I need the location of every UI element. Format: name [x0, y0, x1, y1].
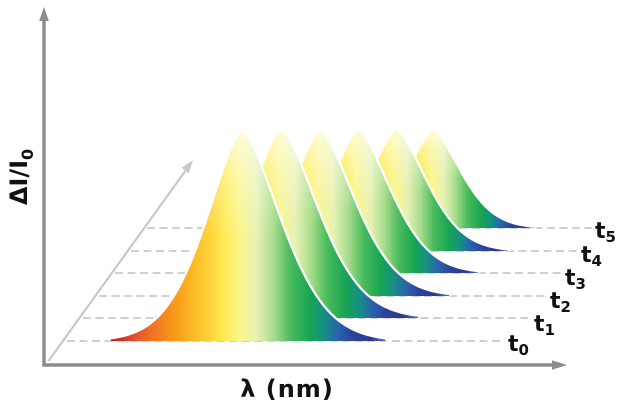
time-label-t0: t0 [508, 332, 529, 359]
x-axis-label-text: λ (nm) [240, 375, 334, 403]
y-axis-arrowhead [39, 7, 49, 21]
time-label-subscript-t3: 3 [576, 275, 586, 293]
time-label-base-t2: t [550, 289, 561, 314]
time-label-base-t5: t [595, 219, 606, 244]
time-label-subscript-t0: 0 [519, 341, 529, 359]
time-label-t2: t2 [550, 289, 571, 316]
time-label-base-t0: t [508, 332, 519, 357]
time-label-subscript-t1: 1 [545, 321, 555, 339]
time-label-base-t3: t [565, 266, 576, 291]
time-label-subscript-t2: 2 [561, 298, 571, 316]
time-axis-arrowhead [181, 160, 193, 174]
time-label-base-t4: t [581, 243, 592, 268]
x-axis-label: λ (nm) [240, 375, 334, 403]
time-label-base-t1: t [534, 312, 545, 337]
x-axis-arrowhead [552, 360, 567, 370]
time-label-t4: t4 [581, 243, 602, 270]
time-label-subscript-t5: 5 [606, 228, 616, 246]
time-label-subscript-t4: 4 [592, 252, 602, 270]
spectrum-peak-sheen-t0 [109, 131, 388, 341]
time-label-t3: t3 [565, 266, 586, 293]
time-axis-line [47, 169, 187, 362]
y-axis-label-main: ΔI/I [5, 159, 34, 206]
y-axis-label-subscript: 0 [17, 148, 37, 160]
y-axis-label: ΔI/I0 [5, 149, 37, 205]
time-label-t5: t5 [595, 219, 616, 246]
time-label-t1: t1 [534, 312, 555, 339]
